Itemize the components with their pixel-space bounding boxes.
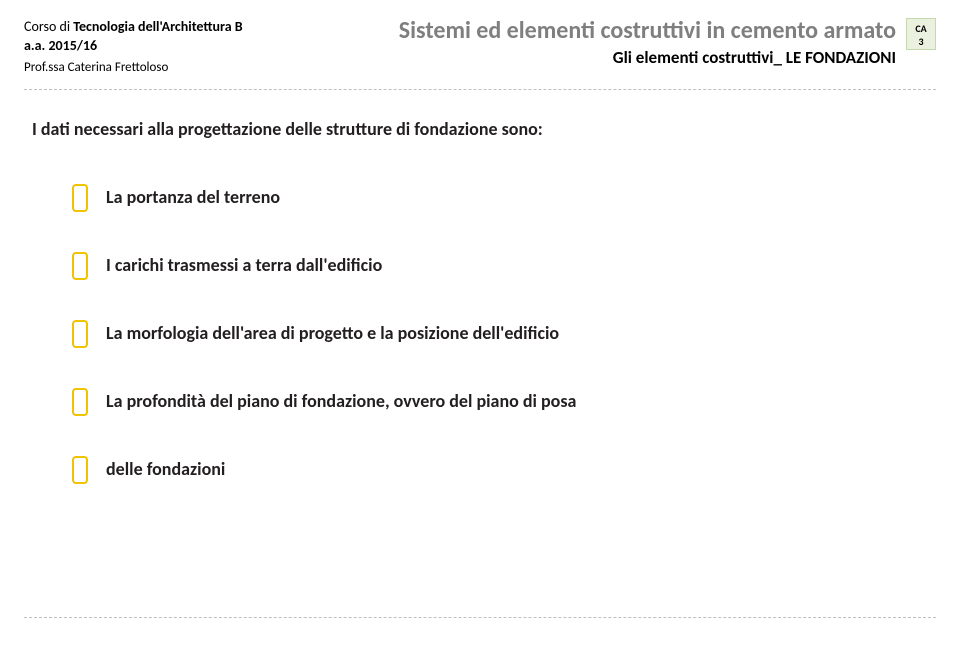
item-text: La profondità del piano di fondazione, o…	[106, 388, 576, 416]
header: Corso di Tecnologia dell'Architettura B …	[24, 18, 936, 75]
bullet-marker	[72, 456, 88, 484]
bullet-marker	[72, 320, 88, 348]
body: I dati necessari alla progettazione dell…	[24, 90, 936, 484]
bullet-marker	[72, 252, 88, 280]
list-item: La portanza del terreno	[72, 184, 928, 212]
list-item: La profondità del piano di fondazione, o…	[72, 388, 928, 416]
lecturer: Prof.ssa Caterina Frettoloso	[24, 60, 264, 75]
list-item: delle fondazioni	[72, 456, 928, 484]
item-text: La morfologia dell'area di progetto e la…	[106, 320, 559, 348]
header-left: Corso di Tecnologia dell'Architettura B …	[24, 18, 264, 75]
list-item: La morfologia dell'area di progetto e la…	[72, 320, 928, 348]
slide-subtitle: Gli elementi costruttivi_ LE FONDAZIONI	[264, 47, 896, 68]
slide-title: Sistemi ed elementi costruttivi in cemen…	[264, 18, 896, 43]
bullet-marker	[72, 388, 88, 416]
slide-page: Corso di Tecnologia dell'Architettura B …	[0, 0, 960, 648]
slide-badge: CA 3	[906, 18, 936, 50]
course-name: Tecnologia dell'Architettura B	[73, 18, 242, 35]
item-text: La portanza del terreno	[106, 184, 280, 212]
badge-code: CA	[907, 22, 935, 35]
bullet-list: La portanza del terreno I carichi trasme…	[32, 184, 928, 484]
course-label: Corso di	[24, 18, 70, 35]
divider-bottom	[24, 617, 936, 618]
header-center: Sistemi ed elementi costruttivi in cemen…	[264, 18, 906, 68]
academic-year: a.a. 2015/16	[24, 37, 264, 54]
course-line: Corso di Tecnologia dell'Architettura B	[24, 18, 264, 35]
item-text: I carichi trasmessi a terra dall'edifici…	[106, 252, 382, 280]
list-item: I carichi trasmessi a terra dall'edifici…	[72, 252, 928, 280]
item-text: delle fondazioni	[106, 456, 225, 484]
intro-text: I dati necessari alla progettazione dell…	[32, 118, 928, 140]
badge-num: 3	[907, 35, 935, 48]
bullet-marker	[72, 184, 88, 212]
